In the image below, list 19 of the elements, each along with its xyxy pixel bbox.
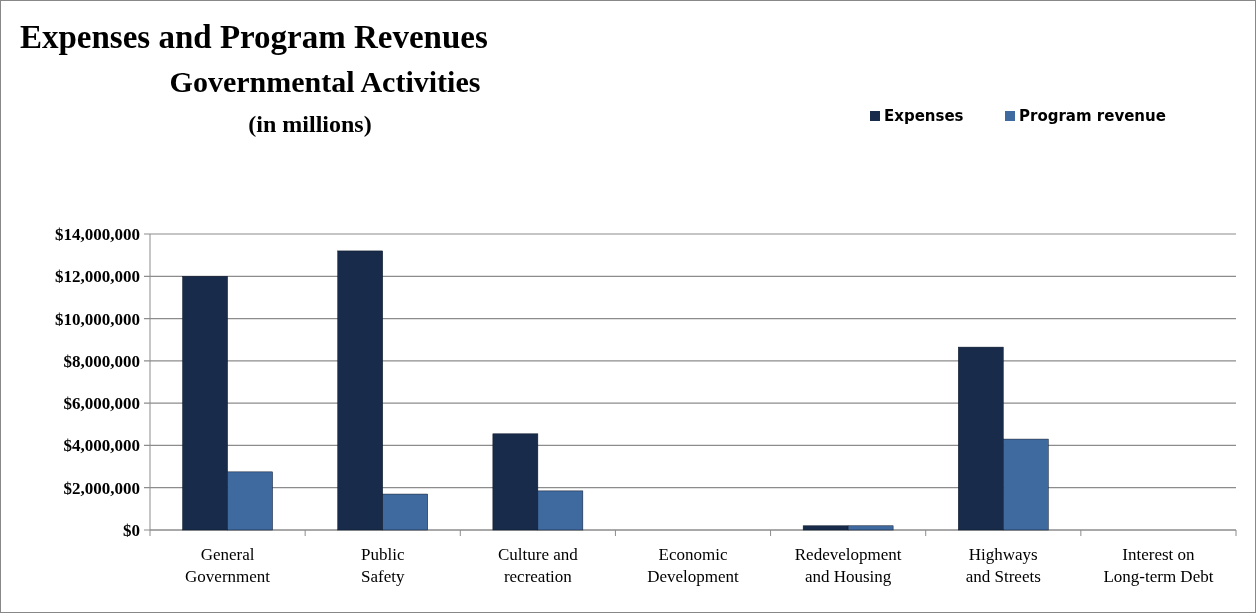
legend-label: Program revenue	[1019, 107, 1166, 125]
x-tick-label: Economic Development	[647, 545, 740, 586]
x-tick-label: Redevelopment and Housing	[794, 545, 902, 586]
x-tick-label: Highways and Streets	[965, 545, 1041, 586]
x-tick-label: Public Safety	[360, 545, 405, 586]
x-tick-label: Interest on Long-term Debt	[1103, 545, 1214, 586]
y-tick-label: $8,000,000	[63, 351, 140, 371]
chart-title: Expenses and Program Revenues	[20, 19, 488, 55]
x-tick-label: Culture and recreation	[497, 545, 579, 586]
y-tick-label: $6,000,000	[63, 394, 140, 414]
y-tick-label: $4,000,000	[63, 436, 140, 456]
y-tick-label: $12,000,000	[55, 267, 140, 287]
legend-label: Expenses	[884, 107, 964, 125]
chart-subtitle: Governmental Activities (in millions)	[169, 65, 481, 137]
y-tick-label: $0	[123, 520, 140, 540]
x-tick-label: General Government	[185, 545, 271, 586]
y-tick-label: $14,000,000	[55, 224, 140, 244]
y-tick-label: $10,000,000	[55, 309, 140, 329]
y-tick-label: $2,000,000	[63, 478, 140, 498]
